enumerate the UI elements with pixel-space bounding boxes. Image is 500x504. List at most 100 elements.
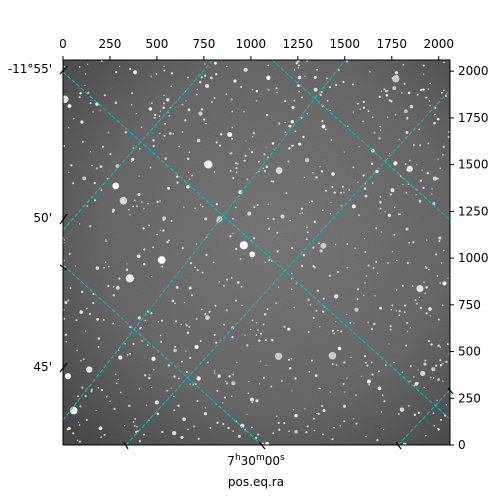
star <box>146 344 149 346</box>
star <box>230 277 233 279</box>
star <box>382 428 385 431</box>
star <box>437 318 440 321</box>
star <box>215 203 218 206</box>
star <box>232 176 235 180</box>
star <box>408 241 411 244</box>
star <box>230 152 233 155</box>
star <box>161 430 164 434</box>
star <box>313 266 316 269</box>
star <box>159 110 162 112</box>
star <box>87 91 90 94</box>
star <box>92 302 95 305</box>
star <box>440 91 443 94</box>
star <box>191 174 194 177</box>
star <box>262 167 265 169</box>
star <box>133 70 138 75</box>
top-tick-label: 1500 <box>330 37 361 51</box>
star <box>128 208 130 211</box>
star <box>270 180 273 183</box>
star <box>288 147 291 150</box>
star <box>237 434 241 438</box>
star <box>108 265 110 268</box>
x-axis-title: pos.eq.ra <box>228 475 284 489</box>
star <box>442 154 444 156</box>
star <box>136 426 138 428</box>
star <box>259 332 263 335</box>
star <box>353 322 355 324</box>
star <box>161 319 164 322</box>
star <box>348 189 350 191</box>
star <box>375 169 379 174</box>
star <box>195 93 198 96</box>
star <box>180 323 183 326</box>
star <box>278 122 281 125</box>
star <box>100 436 103 439</box>
star <box>64 333 68 336</box>
star <box>355 394 357 396</box>
star <box>294 377 297 380</box>
star <box>396 289 398 291</box>
star <box>67 104 72 108</box>
star <box>407 183 410 186</box>
star <box>318 387 321 390</box>
ra-tick <box>123 441 129 450</box>
star <box>129 67 132 70</box>
star <box>258 170 260 173</box>
star <box>181 131 184 133</box>
star <box>337 346 342 351</box>
star <box>138 147 141 150</box>
star <box>300 264 304 268</box>
star <box>405 191 408 194</box>
star <box>426 171 430 175</box>
star <box>381 394 384 397</box>
star <box>251 89 254 91</box>
star <box>276 415 278 417</box>
star <box>437 158 439 160</box>
star <box>443 249 445 252</box>
star <box>362 174 365 177</box>
star <box>309 304 312 306</box>
star <box>196 88 198 90</box>
star <box>363 237 366 240</box>
star <box>109 400 111 402</box>
star <box>292 144 294 147</box>
star <box>172 431 177 436</box>
star <box>216 421 219 424</box>
star <box>270 385 273 388</box>
star <box>435 364 438 367</box>
star <box>215 73 218 76</box>
star <box>377 370 380 373</box>
star <box>223 284 225 287</box>
star <box>125 274 134 283</box>
star <box>206 361 209 364</box>
star <box>256 203 259 206</box>
star <box>383 400 386 403</box>
star <box>346 243 349 245</box>
top-axis: 0 250 500 750 1000 1250 1500 1750 2000 <box>59 37 454 60</box>
star <box>367 264 370 267</box>
star <box>414 299 417 302</box>
star <box>233 79 237 83</box>
star <box>137 192 141 197</box>
star <box>290 120 294 124</box>
star <box>367 110 370 113</box>
star <box>352 166 355 169</box>
star <box>340 204 343 207</box>
star <box>124 131 127 134</box>
star <box>342 80 345 84</box>
star <box>343 151 345 153</box>
star <box>205 253 208 257</box>
star <box>72 117 75 120</box>
star <box>255 90 258 93</box>
star <box>320 170 324 173</box>
star <box>143 207 145 210</box>
star <box>319 93 322 96</box>
star <box>322 297 325 300</box>
star <box>128 404 131 407</box>
star <box>71 182 75 185</box>
star <box>244 154 247 157</box>
star <box>393 361 395 364</box>
star <box>208 310 211 313</box>
star <box>198 80 202 84</box>
star <box>420 88 423 92</box>
